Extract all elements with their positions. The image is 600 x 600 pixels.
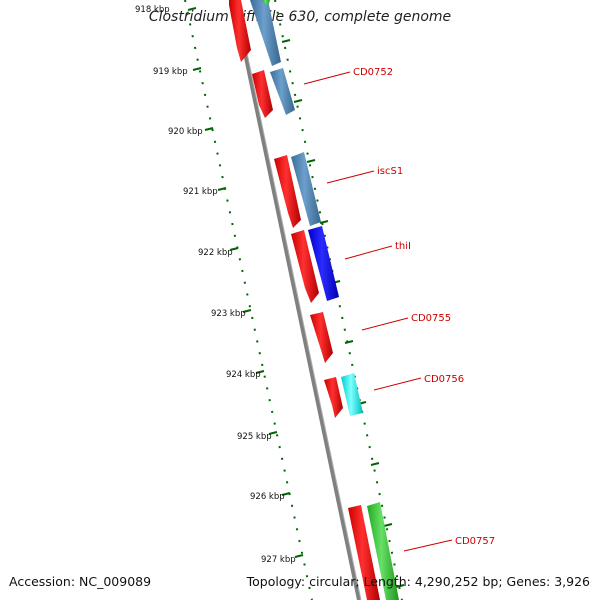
gene-features bbox=[250, 0, 399, 600]
gene-feature[interactable] bbox=[250, 0, 281, 66]
ruler-label: 927 kbp bbox=[261, 555, 296, 565]
cds-features bbox=[229, 0, 380, 600]
cds-feature[interactable] bbox=[274, 155, 301, 228]
cds-feature[interactable] bbox=[348, 505, 380, 600]
gene-feature[interactable] bbox=[291, 152, 321, 226]
genome-summary: Topology: circular; Length: 4,290,252 bp… bbox=[246, 574, 590, 589]
gene-label-cd0756[interactable]: CD0756 bbox=[424, 374, 464, 385]
gene-label-iscs1[interactable]: iscS1 bbox=[377, 166, 403, 177]
ruler-ticks bbox=[187, 7, 405, 588]
ruler-label: 923 kbp bbox=[211, 309, 246, 319]
ruler-label: 924 kbp bbox=[226, 370, 261, 380]
gene-label-cd0757[interactable]: CD0757 bbox=[455, 536, 495, 547]
ruler-label: 922 kbp bbox=[198, 248, 233, 258]
gene-labels: CD0752 iscS1 thiI CD0755 CD0756 CD0757 bbox=[353, 67, 495, 547]
cds-feature[interactable] bbox=[252, 70, 273, 118]
cds-feature[interactable] bbox=[229, 0, 251, 62]
map-title: Clostridium difficile 630, complete geno… bbox=[148, 9, 452, 25]
ruler-label: 921 kbp bbox=[183, 187, 218, 197]
gene-feature[interactable] bbox=[341, 373, 363, 416]
ruler-labels: 918 kbp 919 kbp 920 kbp 921 kbp 922 kbp … bbox=[135, 5, 296, 565]
ruler-label: 919 kbp bbox=[153, 67, 188, 77]
accession-text: Accession: NC_009089 bbox=[9, 574, 152, 589]
gene-label-cd0752[interactable]: CD0752 bbox=[353, 67, 393, 78]
gene-label-thii[interactable]: thiI bbox=[395, 241, 411, 252]
gene-feature[interactable] bbox=[270, 68, 295, 115]
ruler-label: 920 kbp bbox=[168, 127, 203, 137]
leader-lines bbox=[303, 71, 453, 552]
cds-feature[interactable] bbox=[310, 312, 333, 363]
ruler-label: 925 kbp bbox=[237, 432, 272, 442]
gene-label-cd0755[interactable]: CD0755 bbox=[411, 313, 451, 324]
gene-feature[interactable] bbox=[367, 502, 399, 600]
cds-feature[interactable] bbox=[324, 377, 343, 418]
gene-feature[interactable] bbox=[308, 226, 339, 301]
ruler-label: 918 kbp bbox=[135, 5, 170, 15]
cds-feature[interactable] bbox=[291, 230, 319, 303]
genome-backbone bbox=[232, 0, 361, 600]
ruler-label: 926 kbp bbox=[250, 492, 285, 502]
